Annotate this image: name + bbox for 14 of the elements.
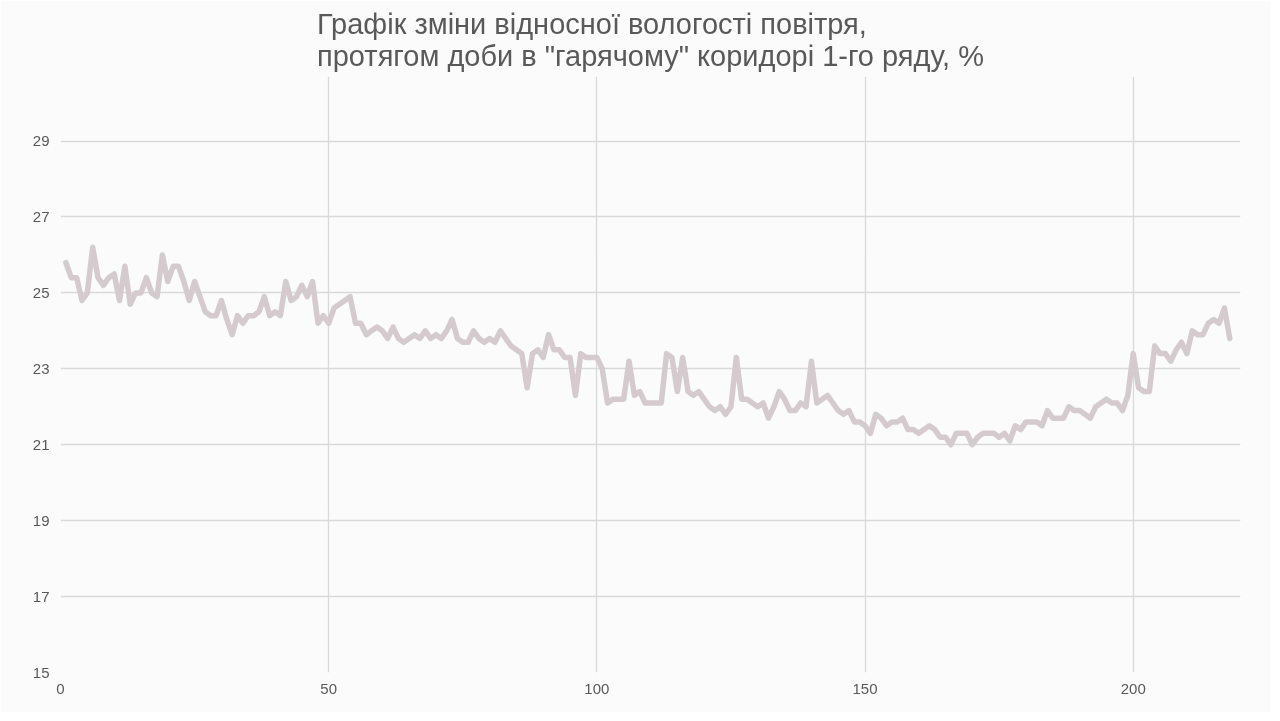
y-tick-label: 21 (32, 435, 50, 453)
y-tick-label: 17 (32, 587, 50, 605)
y-tick-label: 15 (32, 663, 50, 681)
y-tick-label: 29 (32, 132, 50, 150)
x-tick-label: 50 (320, 679, 338, 697)
x-tick-label: 150 (852, 679, 878, 697)
y-tick-label: 25 (32, 283, 50, 301)
x-tick-label: 100 (584, 679, 610, 697)
y-tick-label: 19 (32, 511, 50, 529)
x-tick-label: 200 (1120, 679, 1146, 697)
y-tick-label: 23 (32, 359, 50, 377)
chart-title: Графік зміни відносної вологості повітря, протягом доби в "гарячому" коридорі 1-го ряду, % (317, 7, 984, 72)
y-tick-label: 27 (32, 207, 50, 225)
x-tick-label: 0 (56, 679, 65, 697)
